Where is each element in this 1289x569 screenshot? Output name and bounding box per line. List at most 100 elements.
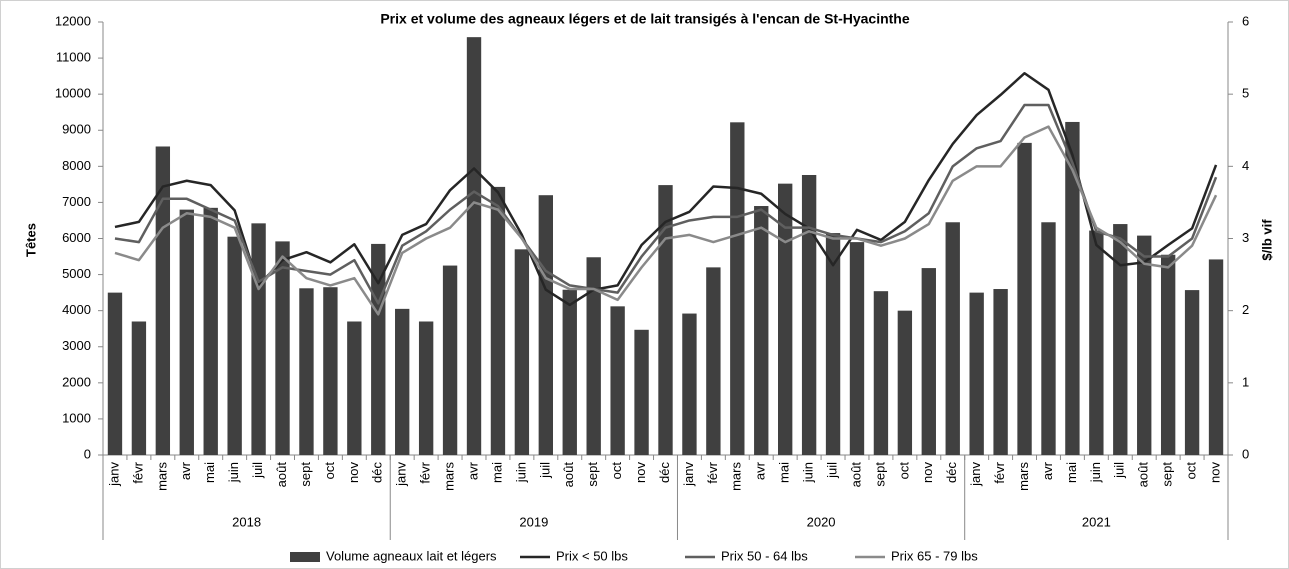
x-tick-label: déc xyxy=(370,462,385,483)
bar xyxy=(969,292,984,455)
bar xyxy=(538,195,553,455)
x-tick-label: mai xyxy=(1064,462,1079,483)
bar xyxy=(921,268,936,455)
bar xyxy=(466,37,482,455)
y-tick-label: 3000 xyxy=(62,338,91,353)
x-tick-label: juin xyxy=(513,462,528,483)
x-tick-label: nov xyxy=(1207,462,1222,483)
x-tick-label: déc xyxy=(944,462,959,483)
bar xyxy=(754,206,769,455)
bar xyxy=(155,146,171,456)
y-tick-label: 6000 xyxy=(62,230,91,245)
y-tick-label: 9000 xyxy=(62,122,91,137)
x-tick-label: août xyxy=(274,462,289,488)
y-tick-label: 12000 xyxy=(55,13,91,28)
bar xyxy=(562,289,577,455)
x-tick-label: sept xyxy=(298,462,313,487)
bar xyxy=(586,257,601,455)
y-tick-label: 7000 xyxy=(62,194,91,209)
bar xyxy=(1160,254,1176,455)
x-tick-label: déc xyxy=(657,462,672,483)
x-tick-label: mars xyxy=(442,462,457,491)
x-tick-label: mars xyxy=(729,462,744,491)
x-tick-label: janv xyxy=(681,462,696,487)
bar xyxy=(634,329,649,455)
bar xyxy=(275,241,290,455)
x-tick-label: oct xyxy=(322,462,337,480)
x-tick-label: juil xyxy=(537,462,552,479)
x-tick-label: nov xyxy=(346,462,361,483)
x-tick-label: janv xyxy=(394,462,409,487)
x-tick-label: févr xyxy=(130,461,145,483)
x-tick-label: mai xyxy=(202,462,217,483)
x-tick-label: nov xyxy=(633,462,648,483)
bar xyxy=(801,174,817,455)
x-tick-label: oct xyxy=(1184,462,1199,480)
bar xyxy=(682,313,697,455)
x-tick-label: juil xyxy=(1112,462,1127,479)
bar xyxy=(1065,121,1080,455)
bar xyxy=(993,289,1008,455)
bar xyxy=(442,265,458,455)
x-tick-label: sept xyxy=(872,462,887,487)
x-tick-label: sept xyxy=(1160,462,1175,487)
y-tick-label: 0 xyxy=(84,446,91,461)
y2-tick-label: 2 xyxy=(1242,302,1249,317)
x-tick-label: août xyxy=(848,462,863,488)
legend-label: Volume agneaux lait et légers xyxy=(326,548,497,563)
group-label: 2019 xyxy=(519,514,548,529)
x-tick-label: avr xyxy=(1040,461,1055,480)
bar xyxy=(490,186,506,456)
x-tick-label: juin xyxy=(1088,462,1103,483)
y2-tick-label: 1 xyxy=(1242,374,1249,389)
x-tick-label: févr xyxy=(705,461,720,483)
bar xyxy=(299,288,314,455)
bar xyxy=(251,223,266,455)
group-label: 2021 xyxy=(1082,514,1111,529)
y2-tick-label: 5 xyxy=(1242,86,1249,101)
bar xyxy=(730,122,745,455)
bar xyxy=(1184,290,1200,455)
y2-tick-label: 0 xyxy=(1242,446,1249,461)
group-label: 2018 xyxy=(232,514,261,529)
x-tick-label: avr xyxy=(753,461,768,480)
bar xyxy=(1017,142,1032,456)
x-tick-label: mai xyxy=(489,462,504,483)
line xyxy=(114,71,1218,307)
x-tick-label: oct xyxy=(609,462,624,480)
bar xyxy=(1208,259,1224,455)
x-tick-label: nov xyxy=(920,462,935,483)
legend-swatch xyxy=(290,552,320,562)
y2-tick-label: 4 xyxy=(1242,158,1249,173)
x-tick-label: août xyxy=(561,462,576,488)
bar xyxy=(778,183,793,456)
x-tick-label: mars xyxy=(1016,462,1031,491)
y2-axis-title: $/lb vif xyxy=(1259,219,1274,261)
x-tick-label: mai xyxy=(777,462,792,483)
x-tick-label: juin xyxy=(226,462,241,483)
x-tick-label: mars xyxy=(154,462,169,491)
x-tick-label: oct xyxy=(896,462,911,480)
bar xyxy=(945,222,960,455)
x-tick-label: août xyxy=(1136,462,1151,488)
bar xyxy=(1113,224,1128,455)
x-tick-label: févr xyxy=(992,461,1007,483)
y-tick-label: 1000 xyxy=(62,410,91,425)
x-tick-label: juil xyxy=(824,462,839,479)
bar xyxy=(658,185,673,455)
legend-label: Prix 50 - 64 lbs xyxy=(721,548,808,563)
y-tick-label: 2000 xyxy=(62,374,91,389)
y2-tick-label: 6 xyxy=(1242,13,1249,28)
bar xyxy=(1041,222,1056,455)
bar xyxy=(347,321,362,455)
x-tick-label: janv xyxy=(106,462,121,487)
x-tick-label: sept xyxy=(585,462,600,487)
x-tick-label: avr xyxy=(178,461,193,480)
line xyxy=(114,125,1218,316)
legend-label: Prix 65 - 79 lbs xyxy=(891,548,978,563)
x-tick-label: juin xyxy=(801,462,816,483)
bar xyxy=(203,207,218,455)
bar xyxy=(514,249,530,455)
bar xyxy=(897,310,913,455)
